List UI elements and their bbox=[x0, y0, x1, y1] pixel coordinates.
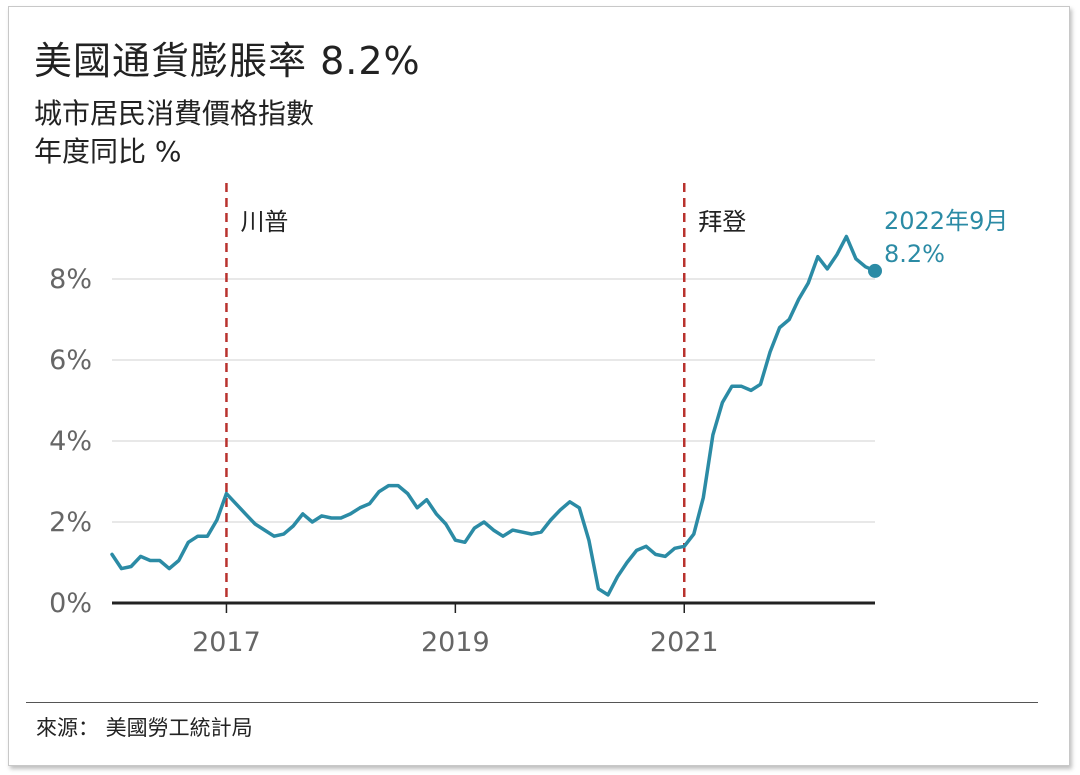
source-note: 來源： 美國勞工統計局 bbox=[36, 716, 253, 740]
chart-frame bbox=[8, 6, 1070, 766]
series-line-group bbox=[110, 234, 877, 597]
y-tick-labels: 0% 2% 4% 6% 8% bbox=[49, 264, 92, 619]
x-tick-labels: 2017 2019 2021 bbox=[192, 603, 719, 658]
end-annotation-value: 8.2% bbox=[884, 240, 945, 268]
chart-subtitle: 城市居民消費價格指數 bbox=[34, 97, 315, 130]
end-point-dot bbox=[868, 263, 882, 278]
president-marker-label: 拜登 bbox=[698, 208, 746, 236]
end-annotation-group: 2022年9月 8.2% bbox=[868, 207, 1008, 278]
y-tick-label: 0% bbox=[49, 588, 92, 619]
president-markers: 川普 拜登 bbox=[225, 183, 746, 603]
y-tick-label: 6% bbox=[49, 345, 92, 376]
president-marker-label: 川普 bbox=[240, 208, 288, 236]
series-line bbox=[110, 234, 877, 597]
x-tick-label: 2021 bbox=[650, 627, 719, 658]
grid-lines bbox=[112, 278, 875, 605]
y-tick-label: 8% bbox=[49, 264, 92, 295]
x-tick-label: 2019 bbox=[421, 627, 490, 658]
end-annotation-date: 2022年9月 bbox=[884, 207, 1008, 235]
y-axis-unit-label: 年度同比 % bbox=[34, 135, 182, 168]
y-tick-label: 4% bbox=[49, 426, 92, 457]
y-tick-label: 2% bbox=[49, 507, 92, 538]
x-tick-label: 2017 bbox=[192, 627, 261, 658]
source-divider bbox=[26, 702, 1038, 703]
chart-title: 美國通貨膨脹率 8.2% bbox=[34, 39, 421, 83]
